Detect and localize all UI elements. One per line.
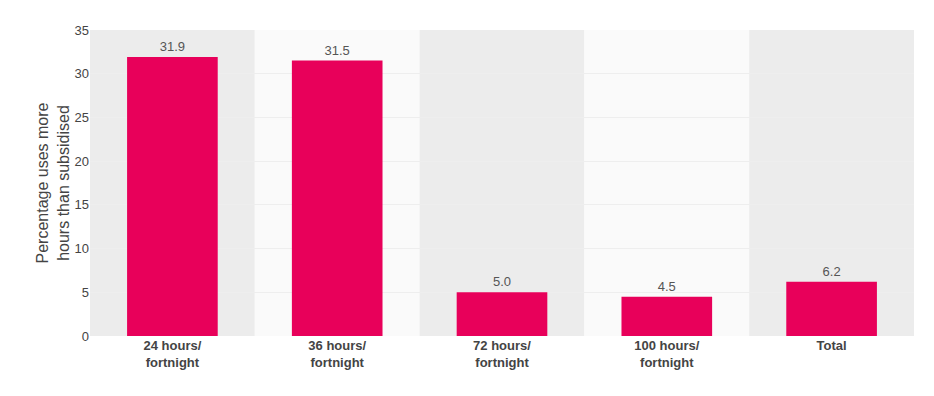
svg-text:10: 10 [75,241,89,256]
svg-text:31.5: 31.5 [325,43,350,58]
svg-text:0: 0 [82,329,89,344]
svg-text:24 hours/fortnight: 24 hours/fortnight [144,338,202,370]
svg-text:Total: Total [817,338,847,353]
svg-text:6.2: 6.2 [823,264,841,279]
svg-text:20: 20 [75,154,89,169]
svg-text:4.5: 4.5 [658,279,676,294]
svg-text:15: 15 [75,197,89,212]
svg-text:100 hours/fortnight: 100 hours/fortnight [634,338,699,370]
svg-text:31.9: 31.9 [160,39,185,54]
svg-text:72 hours/fortnight: 72 hours/fortnight [473,338,531,370]
svg-text:5: 5 [82,285,89,300]
svg-text:25: 25 [75,110,89,125]
svg-text:35: 35 [75,23,89,38]
svg-text:30: 30 [75,66,89,81]
svg-text:5.0: 5.0 [493,274,511,289]
svg-text:Percentage uses morehours than: Percentage uses morehours than subsidise… [34,102,72,263]
svg-text:36 hours/fortnight: 36 hours/fortnight [308,338,366,370]
